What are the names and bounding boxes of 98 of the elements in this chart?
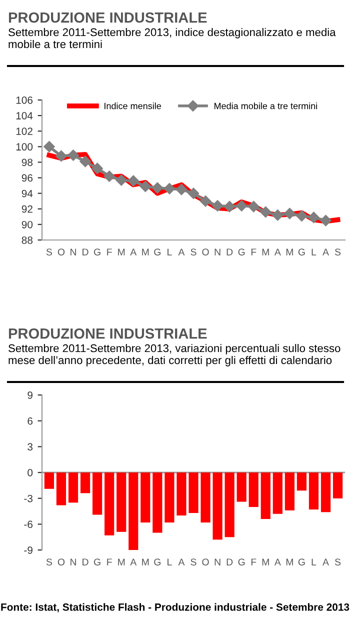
x-tick-label: A [178, 558, 185, 566]
x-tick-label: O [58, 248, 65, 256]
chart-subtitle: Settembre 2011-Settembre 2013, variazioni percentuali sullo stesso mese dell’anno precedente, dati corretti per gli effetti di calendario [8, 344, 340, 366]
y-tick-label: -6 [24, 520, 33, 528]
x-tick-label: L [312, 248, 316, 256]
x-tick-label: M [286, 558, 293, 566]
x-tick-label: O [58, 558, 65, 566]
point [176, 184, 188, 196]
x-tick-label: L [168, 558, 172, 566]
x-tick-label: A [130, 558, 137, 566]
x-tick-label: M [118, 248, 125, 256]
y-tick-label: 102 [16, 128, 32, 135]
x-tick-label: G [154, 558, 160, 566]
point [320, 214, 332, 226]
x-tick-label: A [322, 558, 329, 566]
x-tick-label: G [94, 558, 100, 566]
legend-label: Indice mensile [104, 102, 161, 110]
point [140, 180, 152, 192]
x-tick-label: G [94, 248, 100, 256]
y-tick-label: -9 [24, 546, 32, 554]
x-tick-label: S [190, 248, 196, 256]
y-tick-label: 6 [28, 417, 33, 425]
point [128, 175, 139, 186]
x-tick-label: A [322, 248, 329, 256]
point [284, 208, 296, 220]
y-tick-label: 106 [16, 96, 33, 104]
x-tick-label: S [46, 248, 52, 256]
x-tick-label: G [298, 558, 305, 566]
point [152, 182, 164, 194]
point [296, 210, 308, 222]
x-tick-label: S [190, 558, 196, 566]
point [236, 200, 248, 212]
point [68, 150, 79, 161]
x-tick-label: F [107, 558, 112, 566]
point [92, 162, 103, 174]
x-tick-label: M [262, 248, 269, 256]
point [212, 200, 224, 212]
x-tick-label: S [334, 248, 341, 256]
x-tick-label: S [46, 558, 52, 566]
x-tick-label: D [82, 558, 88, 566]
x-tick-label: D [226, 558, 233, 566]
y-tick-label: -3 [24, 494, 33, 502]
x-tick-label: L [168, 248, 172, 256]
point [188, 188, 200, 199]
point [272, 210, 284, 221]
y-tick-label: 9 [28, 392, 32, 399]
point [104, 170, 115, 182]
point [44, 141, 55, 152]
y-tick-label: 90 [22, 220, 33, 228]
y-tick-label: 3 [28, 443, 33, 451]
x-tick-label: L [312, 558, 316, 566]
point [248, 200, 260, 212]
chart-title: PRODUZIONE INDUSTRIALE [8, 12, 207, 23]
x-tick-label: G [238, 248, 245, 256]
point [224, 200, 236, 212]
x-tick-label: M [142, 248, 149, 256]
point [116, 174, 127, 186]
y-tick-label: 92 [22, 205, 32, 213]
x-tick-label: N [70, 248, 76, 256]
point [260, 206, 272, 218]
point [80, 156, 91, 168]
y-tick-label: 104 [16, 112, 33, 120]
x-tick-label: G [154, 248, 160, 256]
x-tick-label: O [202, 558, 209, 566]
point [308, 212, 320, 224]
y-tick-label: 88 [22, 236, 33, 244]
x-tick-label: G [238, 558, 245, 566]
x-tick-label: F [251, 558, 256, 566]
y-tick-label: 96 [22, 174, 33, 182]
x-tick-label: D [226, 248, 233, 256]
chart-subtitle: Settembre 2011-Settembre 2013, indice destagionalizzato e media mobile a tre termini [8, 28, 336, 48]
x-tick-label: A [274, 558, 281, 566]
chart-title: PRODUZIONE INDUSTRIALE [8, 328, 207, 339]
point [200, 196, 212, 207]
x-tick-label: F [107, 248, 112, 256]
x-tick-label: G [298, 248, 305, 256]
x-tick-label: F [251, 248, 256, 256]
point [164, 183, 176, 194]
x-tick-label: N [70, 558, 76, 566]
x-tick-label: M [118, 558, 125, 566]
y-tick-label: 94 [22, 190, 33, 198]
x-tick-label: S [334, 558, 341, 566]
x-tick-label: M [262, 558, 269, 566]
x-tick-label: A [130, 248, 137, 256]
x-tick-label: M [142, 558, 149, 566]
x-tick-label: N [214, 248, 220, 256]
source-note: Fonte: Istat, Statistiche Flash - Produzione industriale - Setembre 2013 [1, 603, 350, 612]
legend-label: Media mobile a tre termini [214, 102, 318, 110]
y-tick-label: 100 [16, 143, 33, 151]
x-tick-label: A [274, 248, 281, 256]
y-tick-label: 0 [28, 469, 33, 476]
x-tick-label: O [202, 248, 209, 256]
x-tick-label: A [178, 248, 185, 256]
x-tick-label: N [214, 558, 220, 566]
x-tick-label: M [286, 248, 293, 256]
point [56, 150, 67, 162]
x-tick-label: D [82, 248, 88, 256]
y-tick-label: 98 [22, 158, 33, 166]
